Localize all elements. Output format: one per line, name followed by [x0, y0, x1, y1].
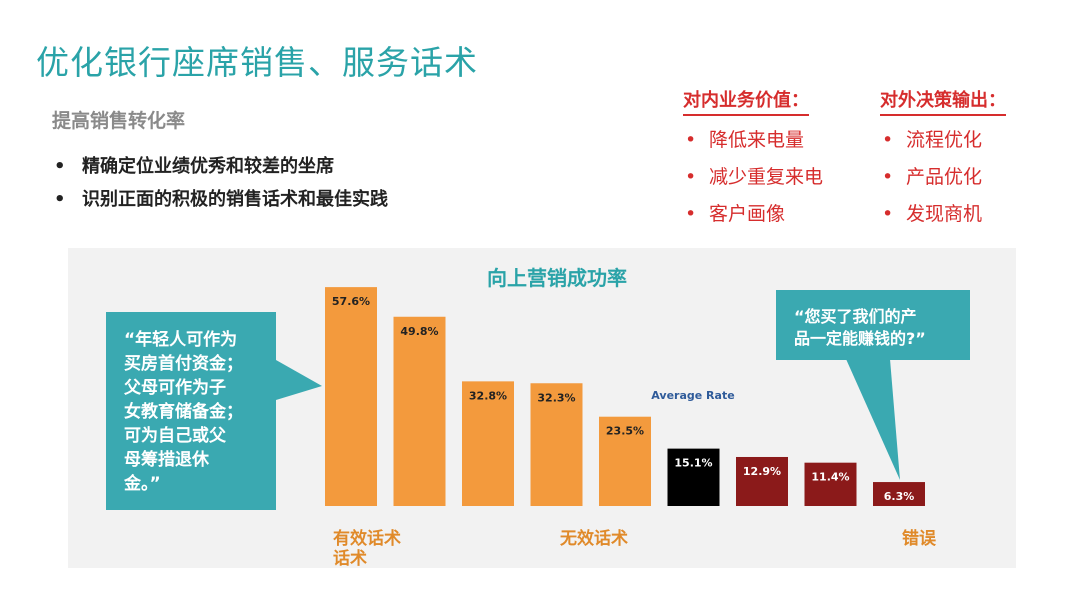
- bar-3: [462, 381, 514, 506]
- inner-value-item: 减少重复来电: [683, 165, 823, 202]
- bar-6: [667, 448, 720, 506]
- inner-value-item: 降低来电量: [683, 128, 823, 165]
- bar-4: [530, 383, 583, 506]
- bar-value-label: 23.5%: [606, 425, 644, 438]
- bar-value-label: 12.9%: [743, 465, 781, 478]
- bullet-item: 识别正面的积极的销售话术和最佳实践: [52, 187, 388, 220]
- average-rate-label: Average Rate: [651, 389, 734, 402]
- bar-value-label: 49.8%: [400, 325, 438, 338]
- bar-1: [325, 287, 377, 506]
- bar-7: [736, 456, 788, 506]
- inner-value-item: 客户画像: [683, 202, 823, 239]
- callout-left-text: “年轻人可作为 买房首付资金； 父母可作为子 女教育储备金； 可为自己或父 母筹…: [124, 330, 243, 494]
- bar-5: [599, 416, 651, 506]
- bar-value-label: 15.1%: [674, 457, 712, 470]
- bar-value-label: 32.8%: [469, 389, 507, 402]
- outer-output-item: 发现商机: [880, 202, 1006, 239]
- bullet-list: 精确定位业绩优秀和较差的坐席 识别正面的积极的销售话术和最佳实践: [52, 154, 388, 220]
- callout-left-tail: [276, 360, 322, 400]
- group-label: 无效话术: [559, 528, 628, 549]
- page-subtitle: 提高销售转化率: [52, 110, 186, 132]
- bar-8: [804, 462, 857, 506]
- bar-value-label: 11.4%: [811, 471, 849, 484]
- group-label: 有效话术话术: [333, 528, 401, 569]
- callout-right-tail: [846, 359, 900, 480]
- outer-output-item: 产品优化: [880, 165, 1006, 202]
- outer-output-heading: 对外决策输出：: [880, 86, 1006, 116]
- bar-9: [873, 482, 925, 506]
- bar-value-label: 57.6%: [332, 295, 370, 308]
- callout-right: “您买了我们的产 品一定能赚钱的?”: [776, 290, 970, 360]
- bullet-item: 精确定位业绩优秀和较差的坐席: [52, 154, 388, 187]
- bar-value-label: 32.3%: [537, 391, 575, 404]
- inner-value-heading: 对内业务价值：: [683, 86, 809, 116]
- outer-output-column: 对外决策输出： 流程优化 产品优化 发现商机: [880, 86, 1006, 239]
- callout-left: “年轻人可作为 买房首付资金； 父母可作为子 女教育储备金； 可为自己或父 母筹…: [106, 312, 276, 510]
- inner-value-column: 对内业务价值： 降低来电量 减少重复来电 客户画像: [683, 86, 823, 239]
- callout-right-text: “您买了我们的产 品一定能赚钱的?”: [794, 307, 926, 348]
- page-title: 优化银行座席销售、服务话术: [36, 43, 478, 82]
- outer-output-item: 流程优化: [880, 128, 1006, 165]
- bar-2: [393, 316, 446, 506]
- chart-title: 向上营销成功率: [487, 266, 627, 290]
- group-label: 错误: [902, 528, 937, 549]
- bar-value-label: 6.3%: [884, 490, 915, 503]
